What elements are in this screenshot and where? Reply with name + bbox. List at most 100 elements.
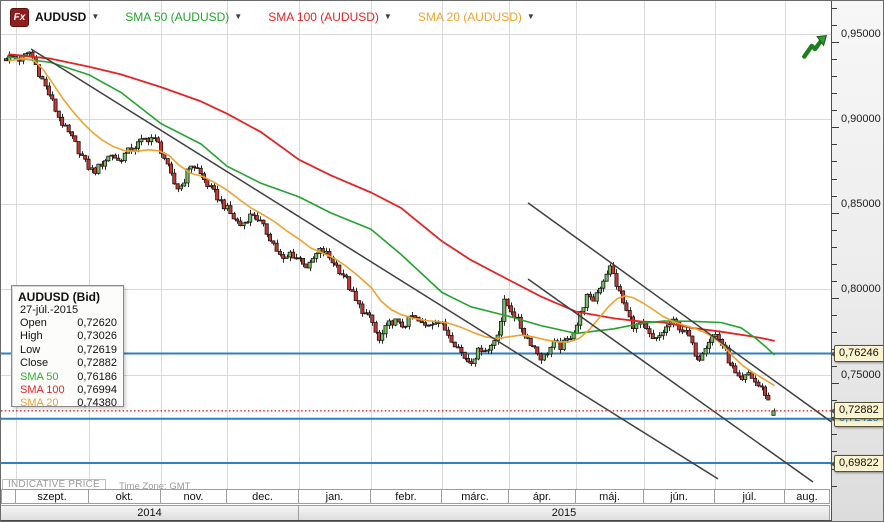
tooltip-row-label: Low: [20, 343, 41, 356]
tooltip-row-value: 0,73026: [77, 330, 117, 343]
price-callout-badge: 0,76246: [830, 344, 883, 362]
year-cell: 2015: [298, 505, 830, 521]
axis-tick: [832, 110, 837, 111]
price-axis-label: 0,90000: [841, 112, 881, 125]
sma50-label: SMA 50 (AUDUSD): [125, 10, 230, 24]
tooltip-row-label: High: [20, 330, 43, 343]
tooltip-row: SMA 50 0,76186: [18, 371, 117, 384]
time-axis-years: 2014 2015: [1, 505, 831, 521]
chevron-down-icon[interactable]: ▼: [91, 12, 100, 21]
trendline[interactable]: [527, 278, 814, 483]
price-axis-label: 0,80000: [841, 283, 881, 296]
axis-tick: [832, 8, 837, 9]
axis-tick: [832, 25, 837, 26]
axis-tick: [832, 400, 837, 401]
year-cell: 2014: [1, 505, 299, 521]
sma100-label: SMA 100 (AUDUSD): [268, 10, 379, 24]
sma20-line[interactable]: [8, 57, 775, 387]
axis-tick: [832, 144, 837, 145]
symbol-label: AUDUSD: [35, 10, 87, 24]
tooltip-row-label: Close: [20, 357, 49, 370]
tooltip-row-label: SMA 100: [20, 384, 65, 397]
month-cell: okt.: [88, 489, 161, 504]
month-cell: szept.: [15, 489, 89, 504]
tooltip-title: AUDUSD (Bid): [18, 290, 100, 304]
tooltip-row-value: 0,72882: [77, 357, 117, 370]
month-cell: ápr.: [508, 489, 576, 504]
tooltip-row-value: 0,76186: [77, 370, 117, 383]
fx-logo-icon: Fx: [10, 7, 29, 27]
symbol-dropdown[interactable]: AUDUSD ▼: [35, 10, 99, 24]
axis-tick: [832, 383, 839, 384]
price-axis-label: 0,95000: [841, 27, 881, 40]
tooltip-row-label: SMA 50: [20, 370, 59, 383]
tooltip-row-label: SMA 20: [20, 397, 59, 410]
month-cell: márc.: [441, 489, 509, 504]
price-axis-label: 0,75000: [841, 368, 881, 381]
axis-tick: [832, 196, 837, 197]
axis-tick: [832, 281, 837, 282]
ohlc-tooltip: AUDUSD (Bid) 27-júl.-2015 Open 0,72620 Hig…: [11, 285, 124, 410]
axis-tick: [832, 247, 837, 248]
tooltip-row: Close 0,72882: [18, 357, 117, 370]
chevron-down-icon[interactable]: ▼: [234, 12, 243, 21]
tooltip-date: 27-júl.-2015: [20, 304, 79, 316]
axis-tick: [832, 451, 837, 452]
trend-arrow-icon[interactable]: [801, 34, 829, 62]
axis-tick: [832, 298, 839, 299]
trendline[interactable]: [527, 202, 831, 423]
price-axis-label: 0,85000: [841, 198, 881, 211]
month-cell-empty: [1, 489, 16, 504]
axis-tick: [832, 127, 839, 128]
axis-tick: [832, 366, 837, 367]
tooltip-row: Open 0,72620: [18, 317, 117, 330]
axis-tick: [832, 486, 837, 487]
sma100-dropdown[interactable]: SMA 100 (AUDUSD) ▼: [268, 10, 392, 24]
axis-tick: [832, 42, 839, 43]
axis-tick: [832, 179, 837, 180]
timezone-label: Time Zone: GMT: [119, 481, 191, 492]
tooltip-row-value: 0,76994: [77, 384, 117, 397]
month-cell: jún.: [643, 489, 715, 504]
sma50-line[interactable]: [8, 56, 775, 356]
window-bottom-border: [1, 520, 883, 521]
month-cell: febr.: [370, 489, 442, 504]
axis-tick: [832, 434, 837, 435]
gridlines: [1, 1, 831, 490]
axis-tick: [832, 230, 837, 231]
sma20-dropdown[interactable]: SMA 20 (AUDUSD) ▼: [418, 10, 535, 24]
tooltip-row-label: Open: [20, 317, 47, 329]
month-cell: máj.: [575, 489, 644, 504]
tooltip-row-value: 0,72619: [77, 343, 117, 356]
axis-tick: [832, 76, 837, 77]
price-callout-badge: 0,72882: [830, 402, 883, 420]
axis-tick: [832, 93, 837, 94]
month-cell: aug.: [784, 489, 830, 504]
axis-tick: [832, 59, 837, 60]
price-callout-badge: 0,69822: [830, 454, 883, 472]
tooltip-row: High 0,73026: [18, 330, 117, 343]
price-axis[interactable]: 0,95000 0,90000 0,85000 0,80000 0,75000 0,762…: [830, 1, 883, 521]
tooltip-row-value: 0,72620: [77, 317, 117, 329]
month-cell: dec.: [226, 489, 299, 504]
tooltip-row: SMA 20 0,74380: [18, 397, 117, 410]
axis-tick: [832, 161, 837, 162]
chevron-down-icon[interactable]: ▼: [526, 12, 535, 21]
time-axis-months[interactable]: szept. okt. nov. dec. jan. febr. márc. ápr. máj.…: [1, 489, 831, 505]
month-cell: júl.: [714, 489, 785, 504]
axis-tick: [832, 332, 837, 333]
tooltip-row-value: 0,74380: [77, 397, 117, 410]
axis-tick: [832, 264, 837, 265]
tooltip-row: Low 0,72619: [18, 344, 117, 357]
chart-toolbar: Fx AUDUSD ▼ SMA 50 (AUDUSD) ▼ SMA 100 (A…: [1, 1, 810, 33]
sma50-dropdown[interactable]: SMA 50 (AUDUSD) ▼: [125, 10, 242, 24]
trendline[interactable]: [30, 48, 719, 480]
month-cell: nov.: [160, 489, 227, 504]
chevron-down-icon[interactable]: ▼: [383, 12, 392, 21]
axis-tick: [832, 315, 837, 316]
tooltip-row: SMA 100 0,76994: [18, 384, 117, 397]
month-cell: jan.: [298, 489, 371, 504]
sma20-label: SMA 20 (AUDUSD): [417, 10, 522, 24]
